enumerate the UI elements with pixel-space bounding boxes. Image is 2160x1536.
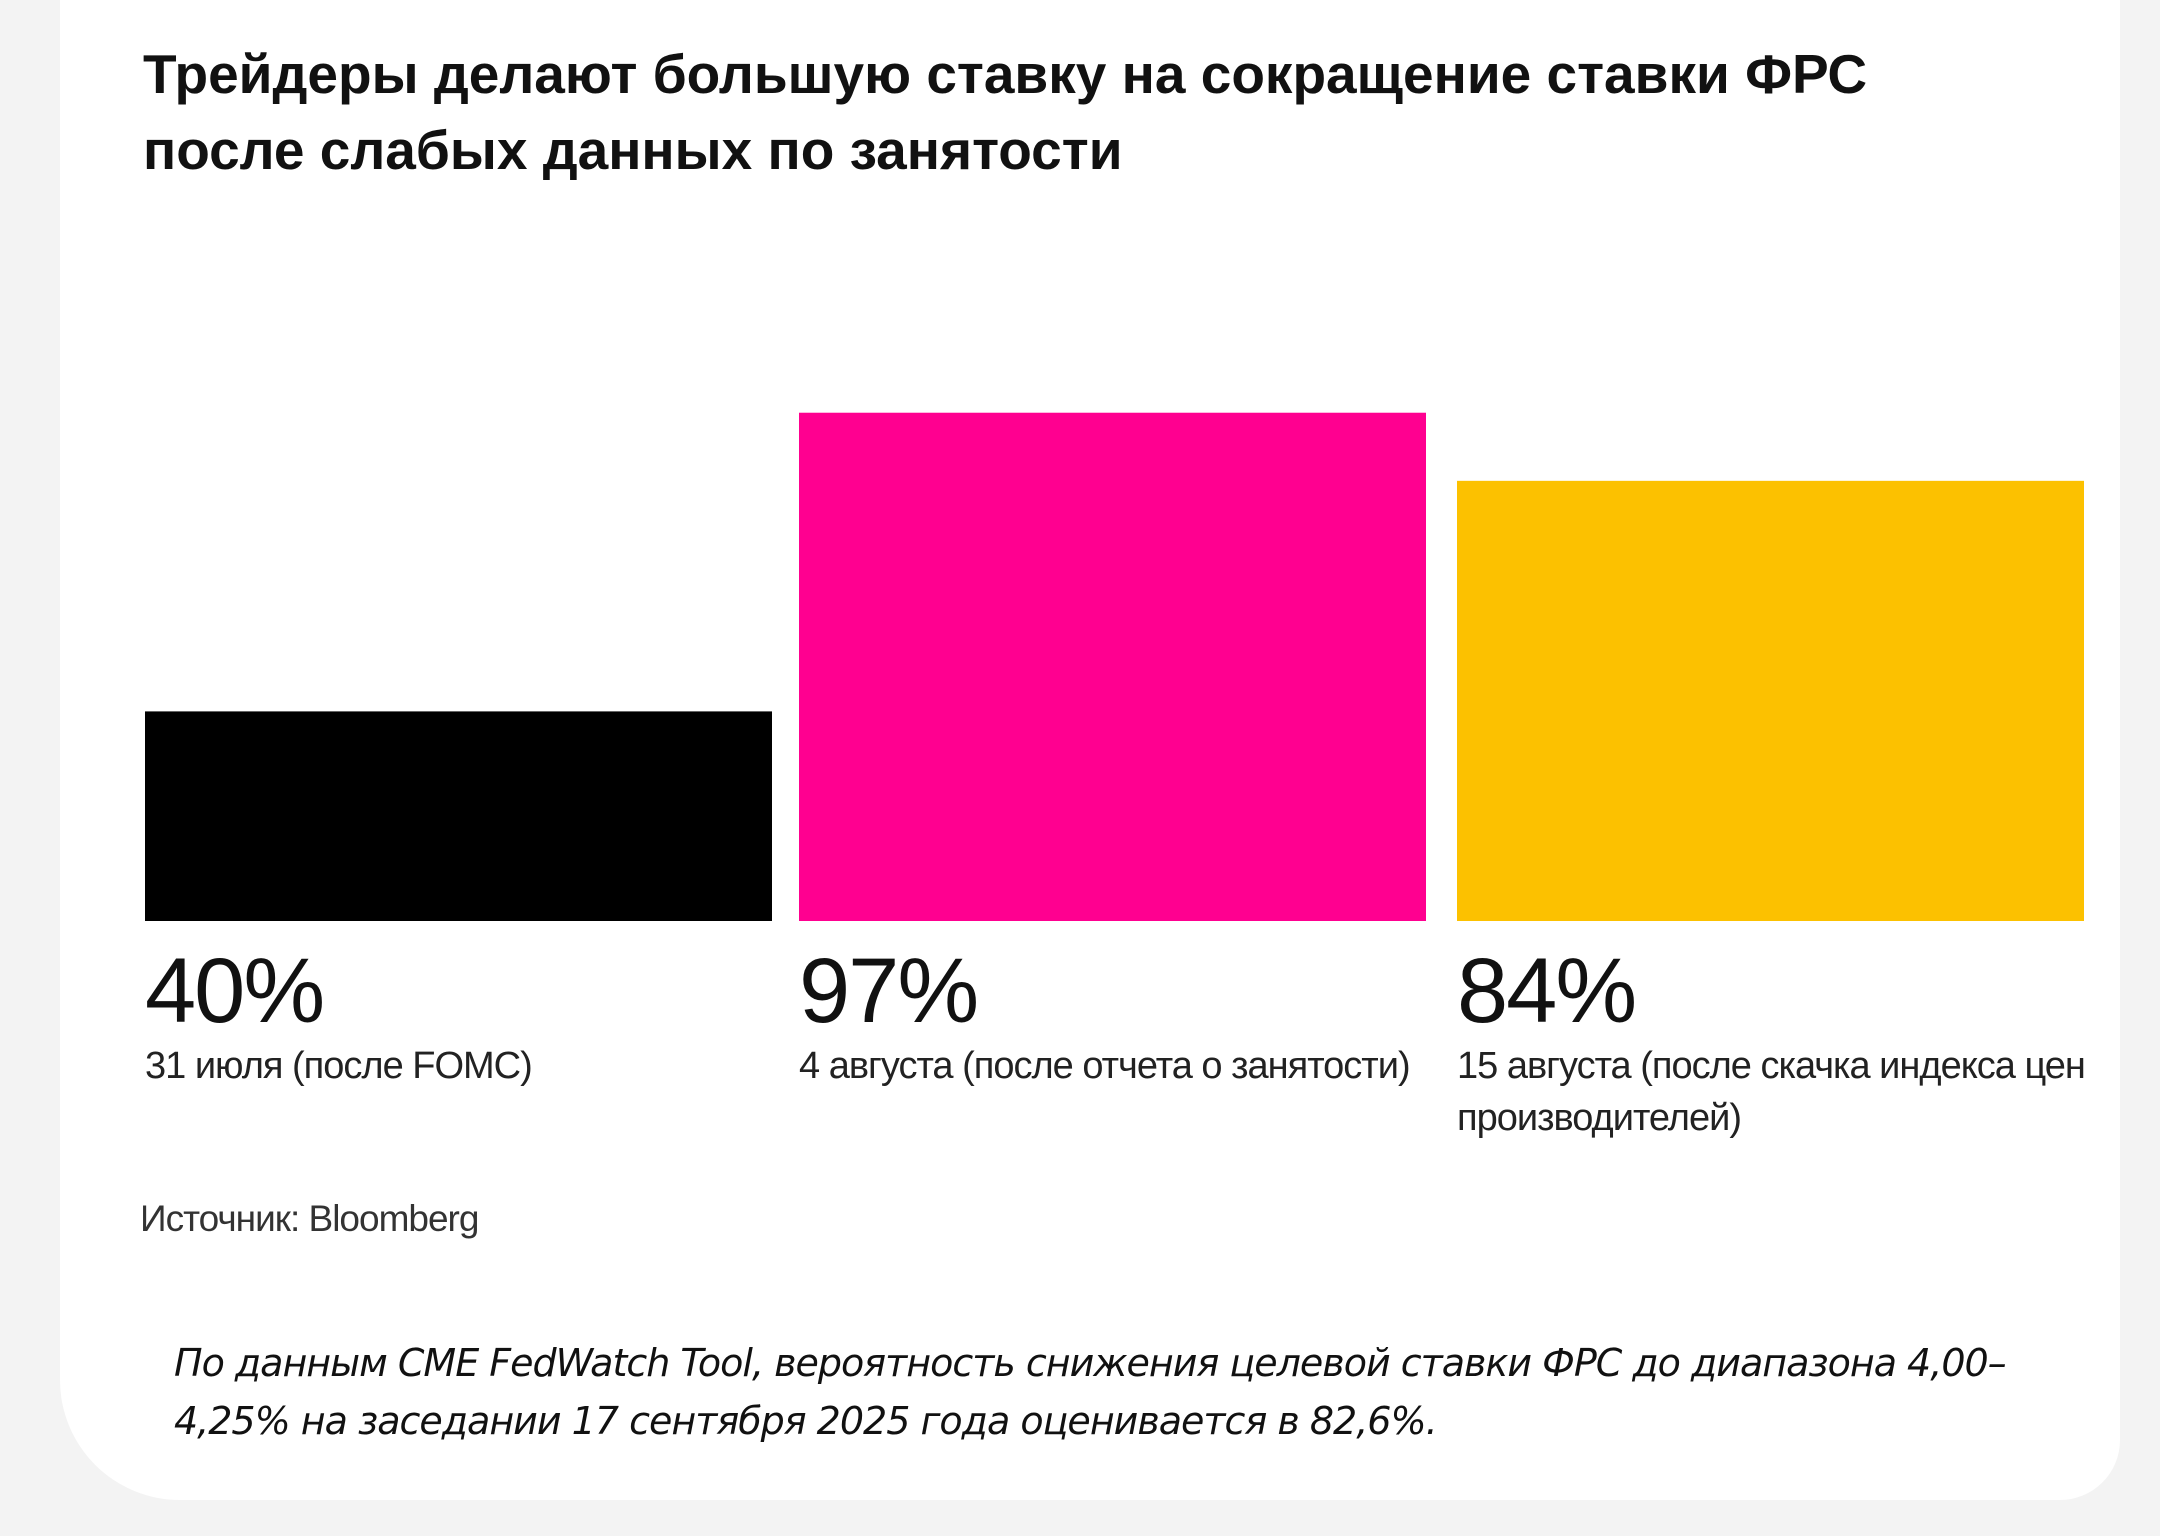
bar: [145, 711, 772, 921]
category-label: 15 августа (после скачка индекса цен про…: [1457, 1045, 2086, 1139]
value-label: 97%: [799, 940, 979, 1042]
value-label: 84%: [1457, 940, 1637, 1042]
footnote: По данным CME FedWatch Tool, вероятность…: [174, 1341, 2007, 1443]
category-label: 4 августа (после отчета о занятости): [799, 1045, 1411, 1087]
chart-title: Трейдеры делают большую ставку на сокращ…: [143, 43, 1868, 181]
value-label: 40%: [145, 940, 325, 1042]
category-label: 31 июля (после FOMC): [145, 1045, 533, 1087]
bar: [799, 412, 1426, 921]
bar: [1457, 480, 2084, 921]
source-label: Источник: Bloomberg: [140, 1198, 479, 1239]
